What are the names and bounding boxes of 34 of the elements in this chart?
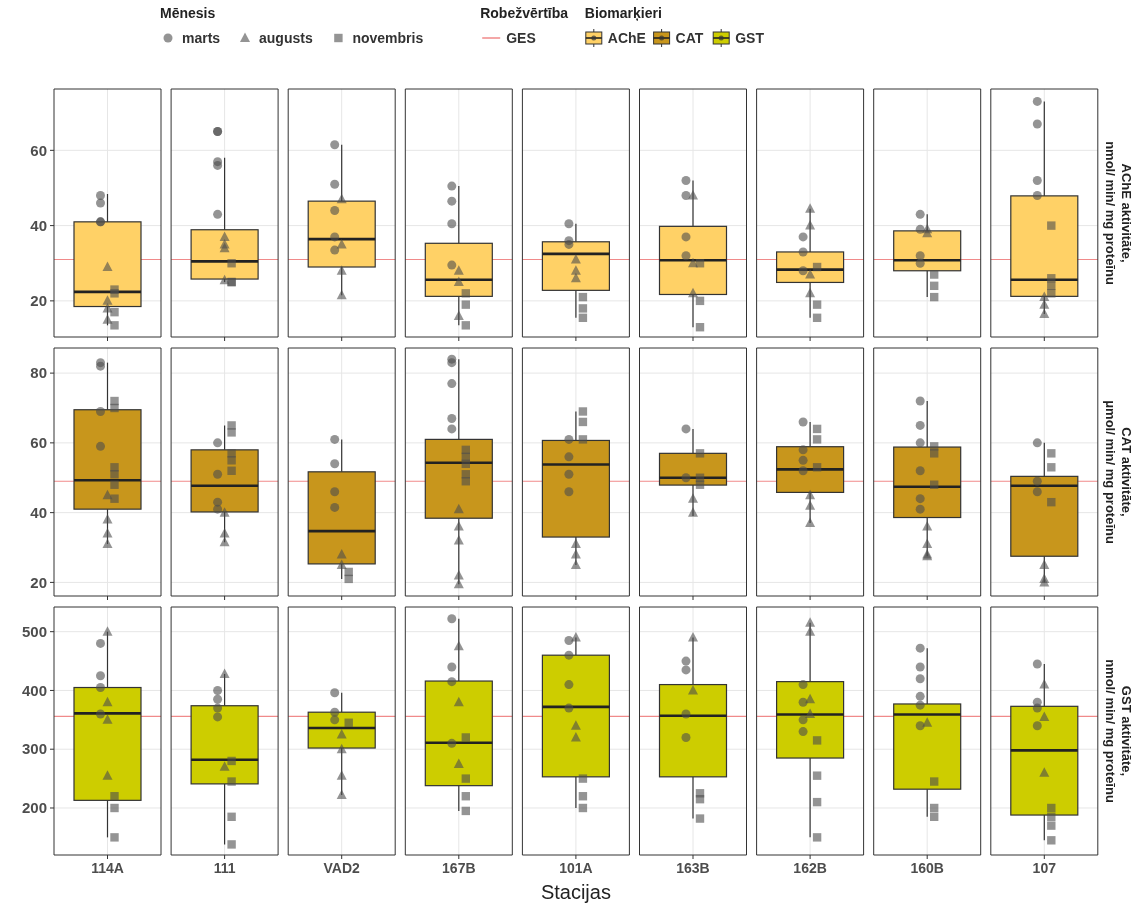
x-tick-label: 114A — [91, 860, 124, 876]
y-tick-label: 500 — [21, 622, 47, 640]
y-tick-label: 400 — [21, 681, 47, 699]
text: Robežvērtība — [480, 5, 569, 21]
legend-label: CAT — [675, 29, 704, 46]
x-tick-label: 107 — [1032, 860, 1057, 876]
x-tick-label: VAD2 — [323, 860, 361, 876]
x-tick-label: 111 — [213, 860, 236, 876]
x-tick-label: 160B — [910, 860, 944, 876]
y-tick-label: 40 — [30, 216, 47, 234]
text: Biomarķieri — [584, 5, 662, 21]
x-axis-title: Stacijas — [540, 881, 611, 903]
y-tick-label: 20 — [30, 573, 47, 591]
x-tick-label: 163B — [676, 860, 710, 876]
legend-label: novembris — [352, 29, 424, 46]
legend-label: GES — [506, 29, 536, 46]
x-tick-label: 167B — [442, 860, 476, 876]
legend-label: AChE — [607, 29, 646, 46]
y-axis-title: CAT aktivitāte, μmol/ min/ mg proteīnu — [1103, 400, 1134, 544]
y-tick-label: 80 — [30, 364, 47, 382]
y-tick-label: 60 — [30, 141, 47, 159]
legend-label: marts — [182, 29, 221, 46]
y-tick-label: 300 — [21, 740, 47, 758]
legend-label: GST — [735, 29, 765, 46]
legend-title: Mēnesis — [160, 5, 216, 21]
y-tick-label: 200 — [21, 799, 47, 817]
y-axis-title: GST aktivitāte, nmol/ min/ mg proteīnu — [1103, 659, 1134, 803]
x-tick-label: 101A — [559, 860, 593, 876]
y-tick-label: 60 — [30, 434, 47, 452]
y-axis-title: AChE aktivitāte, nmol/ min/ mg proteīnu — [1103, 141, 1134, 285]
x-tick-label: 162B — [793, 860, 827, 876]
legend-label: augusts — [259, 29, 313, 46]
y-tick-label: 20 — [30, 292, 47, 310]
y-tick-label: 40 — [30, 503, 47, 521]
